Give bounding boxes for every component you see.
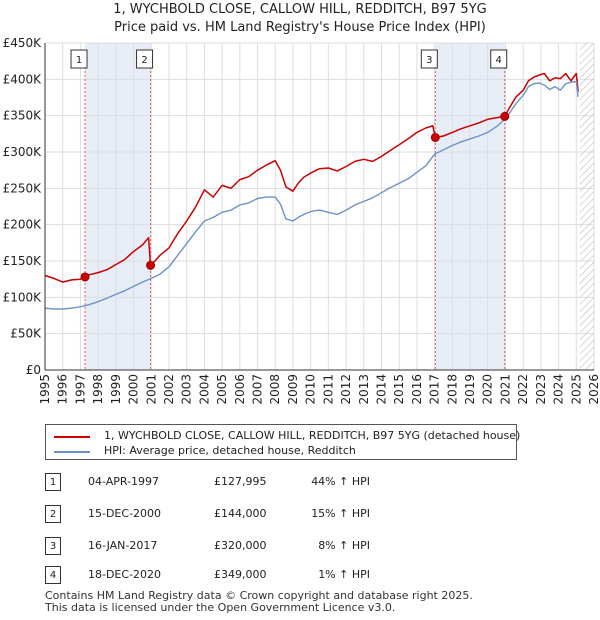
sale-number-label: 4 xyxy=(496,55,502,66)
x-tick-label: 2015 xyxy=(392,374,406,405)
transaction-price: £349,000 xyxy=(214,568,267,581)
x-tick-label: 1995 xyxy=(38,374,52,405)
sale-number-box xyxy=(490,49,508,69)
y-tick-label: £200K xyxy=(3,218,43,232)
x-tick-label: 1996 xyxy=(56,374,70,405)
x-tick-label: 1997 xyxy=(73,374,87,405)
footer-copyright: Contains HM Land Registry data © Crown c… xyxy=(45,589,473,602)
sale-number-box xyxy=(136,49,154,69)
sale-number-label: 3 xyxy=(426,55,432,66)
legend-label-hpi: HPI: Average price, detached house, Redd… xyxy=(104,444,356,457)
y-tick-label: £150K xyxy=(3,254,43,268)
x-tick-label: 2012 xyxy=(339,374,353,405)
transaction-date: 15-DEC-2000 xyxy=(88,507,162,520)
transaction-price: £144,000 xyxy=(214,507,267,520)
transaction-date: 04-APR-1997 xyxy=(88,475,160,488)
y-tick-label: £350K xyxy=(3,109,43,123)
transaction-number: 3 xyxy=(45,537,61,555)
sale-point xyxy=(146,260,156,270)
chart-title-line2: Price paid vs. HM Land Registry's House … xyxy=(114,20,486,35)
x-tick-label: 2014 xyxy=(374,374,388,405)
x-tick-label: 2020 xyxy=(481,374,495,405)
sale-number-box xyxy=(70,49,88,69)
transaction-date: 16-JAN-2017 xyxy=(88,539,158,552)
transaction-hpi: 8% ↑ HPI xyxy=(318,539,370,552)
x-tick-label: 2000 xyxy=(127,374,141,405)
sale-number-label: 2 xyxy=(141,55,147,66)
sale-number-box xyxy=(420,49,438,69)
y-tick-label: £0 xyxy=(26,363,41,377)
y-tick-label: £300K xyxy=(3,145,43,159)
sale-point xyxy=(430,132,440,142)
transaction-number: 4 xyxy=(45,566,61,584)
transaction-hpi: 44% ↑ HPI xyxy=(311,475,370,488)
hpi-line xyxy=(44,80,579,310)
x-tick-label: 1998 xyxy=(91,374,105,405)
x-tick-label: 2026 xyxy=(587,374,600,405)
x-tick-label: 2022 xyxy=(516,374,530,405)
sale-point xyxy=(500,111,510,121)
x-tick-label: 1999 xyxy=(109,374,123,405)
transaction-date: 18-DEC-2020 xyxy=(88,568,162,581)
x-tick-label: 2007 xyxy=(251,374,265,405)
forecast-hatch-region xyxy=(579,43,594,370)
y-tick-label: £250K xyxy=(3,181,43,195)
transaction-hpi: 15% ↑ HPI xyxy=(311,507,370,520)
x-tick-label: 2008 xyxy=(268,374,282,405)
y-tick-label: £100K xyxy=(3,290,43,304)
transaction-number: 1 xyxy=(45,473,61,491)
x-tick-label: 2023 xyxy=(534,374,548,405)
property-price-line xyxy=(44,72,579,283)
x-tick-label: 2016 xyxy=(410,374,424,405)
x-tick-label: 2005 xyxy=(215,374,229,405)
x-tick-label: 2021 xyxy=(498,374,512,405)
x-tick-label: 2002 xyxy=(162,374,176,405)
x-tick-label: 2019 xyxy=(463,374,477,405)
x-tick-label: 2011 xyxy=(321,374,335,405)
x-tick-label: 2003 xyxy=(180,374,194,405)
transaction-number: 2 xyxy=(45,505,61,523)
x-tick-label: 2018 xyxy=(445,374,459,405)
chart-title-line1: 1, WYCHBOLD CLOSE, CALLOW HILL, REDDITCH… xyxy=(113,2,487,17)
legend-swatch-property xyxy=(54,436,90,438)
x-tick-label: 2025 xyxy=(569,374,583,405)
transaction-price: £127,995 xyxy=(214,475,267,488)
x-tick-label: 2004 xyxy=(197,374,211,405)
y-tick-label: £400K xyxy=(3,72,43,86)
x-tick-label: 2010 xyxy=(304,374,318,405)
price-chart: 1 2 3 4 £0 £50K £100K £150K £200K £250K £300K £350… xyxy=(3,36,600,405)
x-tick-label: 2006 xyxy=(233,374,247,405)
sale-point xyxy=(80,272,90,282)
transaction-hpi: 1% ↑ HPI xyxy=(318,568,370,581)
x-tick-label: 2001 xyxy=(144,374,158,405)
transaction-price: £320,000 xyxy=(214,539,267,552)
ownership-period-shade xyxy=(85,43,151,370)
x-tick-label: 2009 xyxy=(286,374,300,405)
y-tick-label: £50K xyxy=(10,327,42,341)
legend: 1, WYCHBOLD CLOSE, CALLOW HILL, REDDITCH… xyxy=(45,424,521,460)
x-tick-label: 2013 xyxy=(357,374,371,405)
x-tick-label: 2017 xyxy=(428,374,442,405)
x-tick-label: 2024 xyxy=(552,374,566,405)
footer-licence: This data is licensed under the Open Gov… xyxy=(45,601,396,614)
legend-swatch-hpi xyxy=(54,451,90,453)
sale-number-label: 1 xyxy=(76,55,82,66)
y-tick-label: £450K xyxy=(3,36,43,50)
legend-label-property: 1, WYCHBOLD CLOSE, CALLOW HILL, REDDITCH… xyxy=(104,429,521,442)
